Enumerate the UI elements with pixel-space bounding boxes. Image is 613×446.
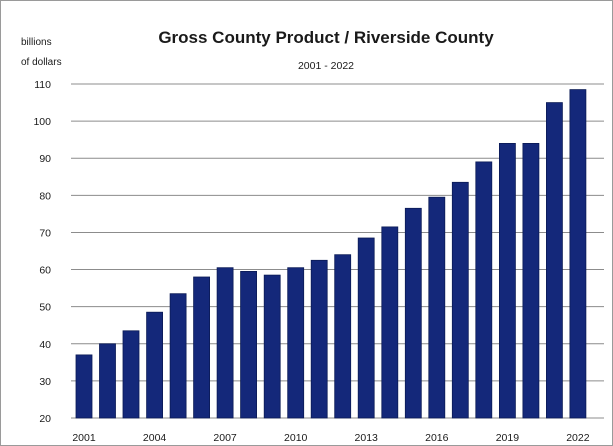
bar-2006: [193, 276, 211, 419]
bar-2014: [381, 226, 399, 419]
bar-2010: [287, 267, 305, 419]
x-tick-label: 2007: [213, 432, 237, 444]
y-tick-label: 20: [39, 413, 51, 425]
bar-2017: [451, 181, 469, 419]
y-tick-label: 80: [39, 190, 51, 202]
y-tick-label: 100: [33, 116, 51, 128]
y-tick-label: 50: [39, 302, 51, 314]
bar-2012: [334, 254, 352, 419]
y-tick-label: 40: [39, 339, 51, 351]
y-tick-label: 110: [34, 79, 51, 91]
y-tick-label: 60: [39, 265, 51, 277]
x-tick-label: 2022: [566, 432, 590, 444]
x-tick-label: 2001: [72, 432, 96, 444]
y-tick-label: 70: [39, 227, 51, 239]
y-tick-label: 30: [39, 376, 51, 388]
x-tick-label: 2019: [496, 432, 520, 444]
y-axis-ticks: 20 30 40 50 60 70 80 90 100 110: [33, 79, 51, 425]
x-tick-label: 2010: [284, 432, 308, 444]
y-tick-label: 90: [39, 153, 51, 165]
bar-2005: [169, 293, 187, 419]
x-tick-label: 2013: [355, 432, 379, 444]
bar-2013: [357, 237, 375, 419]
bar-2008: [240, 270, 258, 419]
bars: [75, 89, 587, 419]
bar-2009: [263, 274, 281, 419]
bar-2007: [216, 267, 234, 419]
bar-2004: [146, 311, 164, 419]
y-unit-line-2: of dollars: [21, 57, 62, 68]
bar-2001: [75, 354, 93, 419]
chart-title: Gross County Product / Riverside County: [158, 28, 494, 47]
bar-2016: [428, 196, 446, 419]
bar-2022: [569, 89, 587, 419]
bar-2003: [122, 330, 140, 419]
x-tick-label: 2016: [425, 432, 449, 444]
bar-2015: [404, 207, 422, 419]
bar-2002: [99, 343, 116, 419]
y-unit-line-1: billions: [21, 37, 52, 48]
bar-2019: [498, 142, 516, 419]
bar-2018: [475, 161, 493, 419]
bar-2021: [546, 102, 563, 419]
x-axis-ticks: 2001 2004 2007 2010 2013 2016 2019 2022: [72, 432, 589, 444]
bar-2020: [522, 142, 540, 419]
chart-subtitle: 2001 - 2022: [298, 60, 354, 72]
bar-2011: [310, 259, 328, 419]
x-tick-label: 2004: [143, 432, 167, 444]
